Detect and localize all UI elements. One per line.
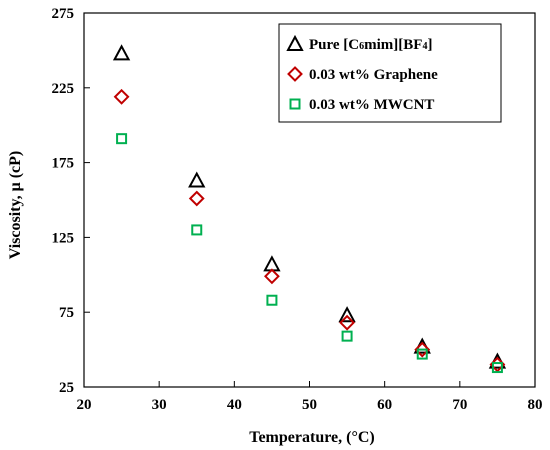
data-point: [491, 362, 503, 374]
x-tick-label: 30: [152, 397, 167, 413]
data-point: [338, 306, 356, 323]
x-tick-label: 70: [452, 397, 467, 413]
data-point: [263, 255, 281, 272]
data-point: [116, 133, 128, 145]
data-point: [416, 348, 428, 360]
legend-marker: [286, 34, 304, 51]
legend-marker: [287, 66, 303, 82]
series-diamond: [113, 88, 506, 373]
data-point: [264, 268, 280, 285]
y-axis-label: Viscosity, μ (cP): [7, 151, 24, 259]
x-tick-label: 50: [302, 397, 317, 413]
legend-marker: [289, 98, 301, 110]
x-tick-label: 20: [77, 397, 92, 413]
data-point: [191, 224, 203, 236]
x-tick-label: 40: [227, 397, 242, 413]
legend: Pure [C6mim][BF4] 0.03 wt% Graphene 0.03 w…: [278, 23, 502, 123]
data-point: [188, 190, 205, 207]
y-tick-label: 75: [59, 305, 74, 321]
legend-label: 0.03 wt% Graphene: [309, 67, 438, 83]
data-point: [112, 44, 131, 61]
y-tick-label: 275: [52, 6, 75, 22]
data-point: [266, 294, 278, 306]
x-tick-label: 80: [528, 397, 543, 413]
data-point: [341, 330, 353, 342]
series-square: [116, 133, 503, 374]
y-tick-label: 25: [59, 380, 74, 396]
data-point: [414, 341, 431, 358]
y-tick-label: 225: [52, 81, 75, 97]
x-tick-label: 60: [377, 397, 392, 413]
legend-box: [278, 23, 502, 123]
data-point: [339, 314, 355, 331]
data-point: [113, 88, 130, 105]
x-axis-label: Temperature, (°C): [249, 429, 374, 446]
y-tick-label: 175: [52, 156, 75, 172]
legend-label: 0.03 wt% MWCNT: [309, 97, 434, 113]
y-tick-label: 125: [52, 230, 75, 246]
data-point: [188, 171, 206, 188]
legend-label: Pure [C6mim][BF4]: [309, 37, 432, 53]
axes: 20 30 40 50 60 70 80 25 75 125 175 225 275: [52, 6, 543, 413]
data-marks: [112, 44, 507, 374]
